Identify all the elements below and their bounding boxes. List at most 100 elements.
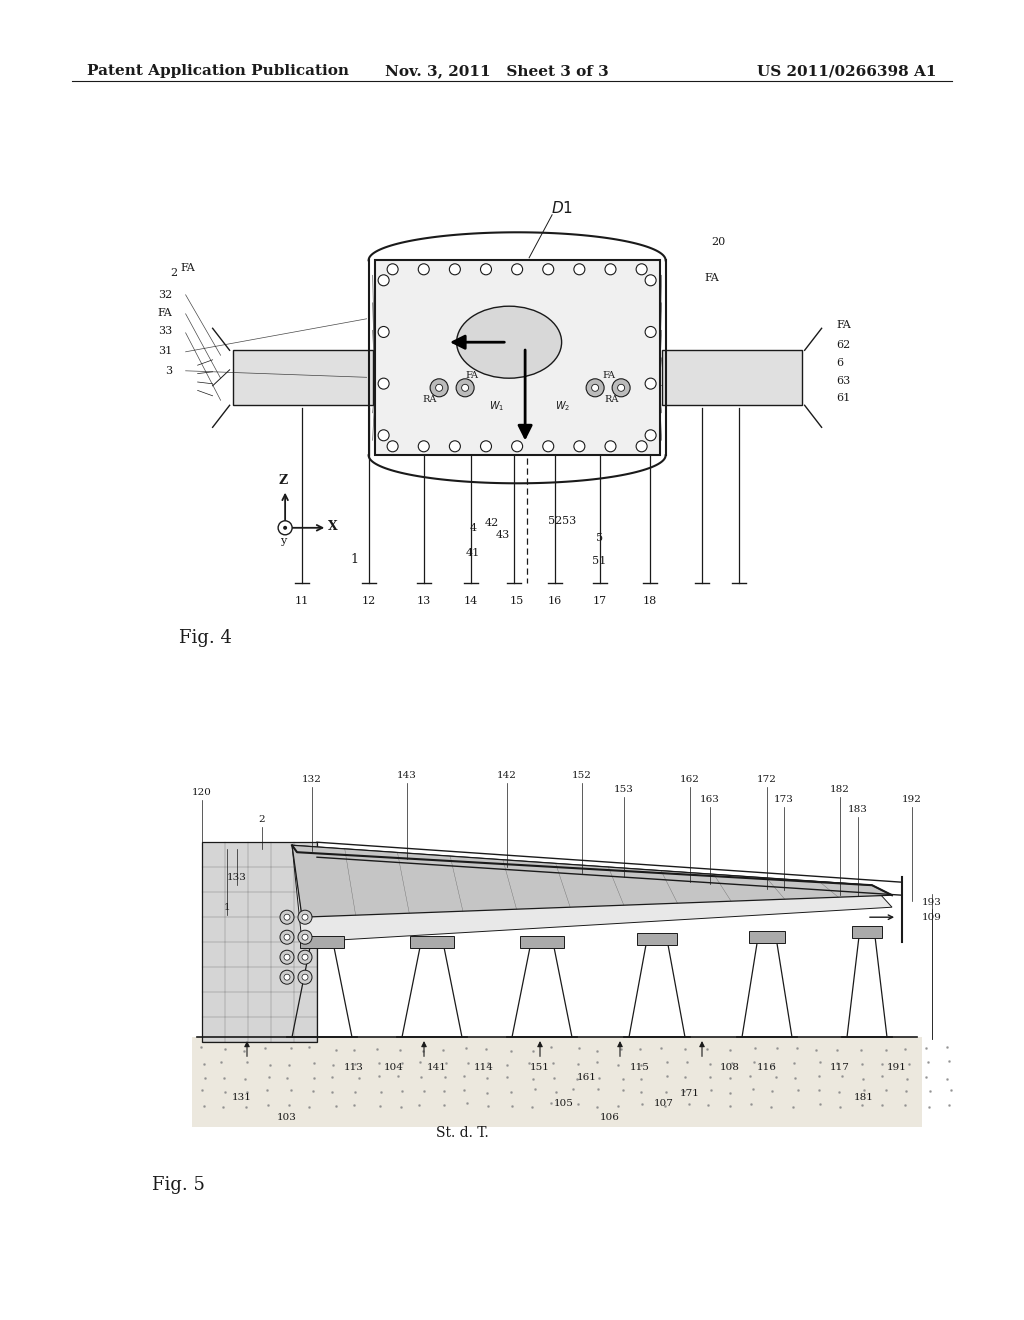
Text: 52: 52 bbox=[548, 516, 562, 525]
Text: 108: 108 bbox=[720, 1063, 740, 1072]
Text: 106: 106 bbox=[600, 1113, 620, 1122]
Circle shape bbox=[280, 931, 294, 944]
Text: 152: 152 bbox=[572, 771, 592, 780]
Text: 131: 131 bbox=[232, 1093, 252, 1102]
Circle shape bbox=[387, 264, 398, 275]
Bar bbox=[637, 933, 677, 945]
Circle shape bbox=[283, 525, 287, 529]
Bar bbox=[662, 350, 802, 405]
Text: 31: 31 bbox=[159, 346, 173, 356]
Text: 15: 15 bbox=[510, 595, 524, 606]
Text: 42: 42 bbox=[485, 517, 500, 528]
Text: 103: 103 bbox=[278, 1113, 297, 1122]
Circle shape bbox=[418, 441, 429, 451]
Text: 3: 3 bbox=[166, 366, 173, 376]
Text: 109: 109 bbox=[922, 912, 942, 921]
Bar bbox=[232, 350, 373, 405]
Circle shape bbox=[462, 384, 469, 391]
Text: St. d. T.: St. d. T. bbox=[435, 1126, 488, 1140]
Circle shape bbox=[378, 275, 389, 286]
Circle shape bbox=[302, 935, 308, 940]
Text: y: y bbox=[281, 536, 287, 545]
Text: 114: 114 bbox=[474, 1063, 494, 1072]
Circle shape bbox=[284, 974, 290, 981]
Circle shape bbox=[612, 379, 630, 397]
Circle shape bbox=[280, 970, 294, 985]
Circle shape bbox=[284, 954, 290, 960]
Text: 14: 14 bbox=[464, 595, 478, 606]
Text: 17: 17 bbox=[593, 595, 607, 606]
Text: 193: 193 bbox=[922, 898, 942, 907]
Circle shape bbox=[512, 441, 522, 451]
Text: 172: 172 bbox=[757, 775, 777, 784]
Text: 113: 113 bbox=[344, 1063, 364, 1072]
Circle shape bbox=[418, 264, 429, 275]
Text: 133: 133 bbox=[227, 873, 247, 882]
Text: 115: 115 bbox=[630, 1063, 650, 1072]
Text: 53: 53 bbox=[562, 516, 577, 525]
Text: 32: 32 bbox=[159, 290, 173, 300]
Text: 41: 41 bbox=[466, 548, 480, 558]
Text: X: X bbox=[329, 520, 338, 533]
Bar bbox=[410, 936, 454, 948]
Circle shape bbox=[636, 441, 647, 451]
Text: 105: 105 bbox=[554, 1098, 573, 1107]
Text: Fig. 4: Fig. 4 bbox=[179, 628, 232, 647]
Text: US 2011/0266398 A1: US 2011/0266398 A1 bbox=[758, 65, 937, 78]
Circle shape bbox=[543, 264, 554, 275]
Bar bbox=[852, 927, 882, 939]
Polygon shape bbox=[292, 845, 892, 942]
Circle shape bbox=[378, 378, 389, 389]
Circle shape bbox=[378, 326, 389, 338]
Text: FA: FA bbox=[602, 371, 615, 380]
Circle shape bbox=[298, 931, 312, 944]
Text: 183: 183 bbox=[848, 805, 868, 813]
Circle shape bbox=[302, 915, 308, 920]
Text: 6: 6 bbox=[837, 358, 844, 368]
Circle shape bbox=[387, 441, 398, 451]
Circle shape bbox=[645, 275, 656, 286]
Text: 120: 120 bbox=[193, 788, 212, 797]
Bar bbox=[749, 931, 785, 944]
Text: 162: 162 bbox=[680, 775, 700, 784]
Circle shape bbox=[645, 326, 656, 338]
Polygon shape bbox=[193, 1038, 922, 1127]
Text: 2: 2 bbox=[259, 814, 265, 824]
Circle shape bbox=[605, 441, 616, 451]
Circle shape bbox=[512, 264, 522, 275]
Polygon shape bbox=[202, 842, 317, 1043]
Text: 142: 142 bbox=[497, 771, 517, 780]
Text: 61: 61 bbox=[837, 393, 851, 403]
Circle shape bbox=[636, 264, 647, 275]
Text: 62: 62 bbox=[837, 339, 851, 350]
Text: 192: 192 bbox=[902, 795, 922, 804]
Circle shape bbox=[298, 970, 312, 985]
Circle shape bbox=[279, 521, 292, 535]
Text: 13: 13 bbox=[417, 595, 431, 606]
Circle shape bbox=[573, 264, 585, 275]
Circle shape bbox=[617, 384, 625, 391]
Circle shape bbox=[645, 378, 656, 389]
Polygon shape bbox=[292, 845, 892, 917]
Text: 20: 20 bbox=[712, 238, 726, 247]
Circle shape bbox=[605, 264, 616, 275]
Text: 171: 171 bbox=[680, 1089, 700, 1098]
Text: 153: 153 bbox=[614, 784, 634, 793]
Text: RA: RA bbox=[422, 395, 436, 404]
Text: 141: 141 bbox=[427, 1063, 446, 1072]
Text: FA: FA bbox=[466, 371, 478, 380]
Circle shape bbox=[435, 384, 442, 391]
Circle shape bbox=[586, 379, 604, 397]
Ellipse shape bbox=[457, 306, 561, 379]
Text: 5: 5 bbox=[596, 533, 603, 543]
Text: 161: 161 bbox=[578, 1073, 597, 1081]
Circle shape bbox=[302, 954, 308, 960]
Text: FA: FA bbox=[705, 273, 720, 282]
Text: 1: 1 bbox=[223, 903, 230, 912]
Circle shape bbox=[298, 911, 312, 924]
Circle shape bbox=[430, 379, 449, 397]
Text: 181: 181 bbox=[854, 1093, 873, 1102]
Text: 1: 1 bbox=[350, 553, 358, 566]
Text: 11: 11 bbox=[295, 595, 309, 606]
Text: 117: 117 bbox=[830, 1063, 850, 1072]
